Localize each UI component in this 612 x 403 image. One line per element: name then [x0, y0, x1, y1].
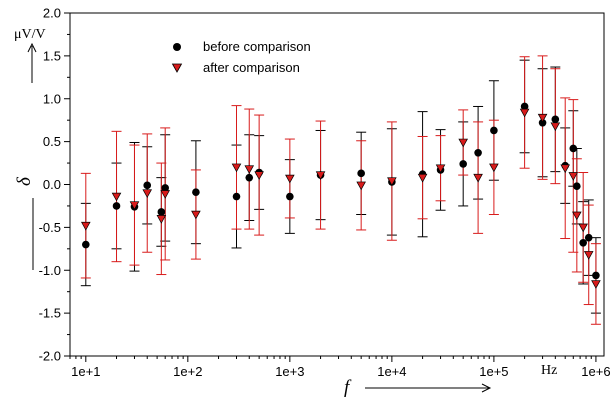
- data-point-after: [111, 192, 122, 202]
- data-point-before: [520, 102, 529, 111]
- data-point-after: [473, 173, 483, 183]
- data-point-after: [568, 172, 579, 181]
- data-point-before: [474, 148, 482, 157]
- y-tick-label: -1.5: [39, 306, 61, 321]
- data-point-before: [82, 240, 90, 249]
- data-point-before: [232, 192, 241, 201]
- data-point-after: [81, 221, 91, 231]
- y-axis-symbol: δ: [14, 176, 35, 186]
- data-point-after: [417, 173, 428, 183]
- x-tick-label: 1e+5: [479, 364, 508, 379]
- y-tick-label: 1.0: [43, 91, 61, 106]
- data-point-after: [285, 174, 295, 184]
- data-point-before: [112, 202, 121, 210]
- y-tick-label: 1.5: [43, 48, 61, 63]
- data-point-before: [579, 239, 587, 247]
- data-point-after: [435, 164, 446, 174]
- data-point-before: [573, 182, 581, 191]
- data-point-after: [458, 138, 468, 148]
- data-point-after: [231, 163, 242, 173]
- data-point-before: [569, 144, 578, 153]
- y-tick-label: 2.0: [43, 6, 61, 21]
- data-point-after: [244, 165, 255, 174]
- legend-label-after: after comparison: [203, 60, 300, 75]
- data-point-before: [551, 115, 560, 124]
- data-point-after: [572, 211, 582, 221]
- data-point-after: [191, 210, 201, 220]
- data-point-after: [537, 113, 548, 123]
- data-point-before: [143, 181, 152, 190]
- data-point-after: [160, 190, 170, 199]
- data-point-after: [156, 215, 167, 224]
- data-point-after: [550, 122, 561, 132]
- x-tick-label: 1e+4: [377, 364, 406, 379]
- legend-marker-before: [173, 43, 181, 51]
- x-tick-label: 1e+2: [173, 364, 202, 379]
- data-point-before: [538, 118, 547, 127]
- x-unit-label: Hz: [541, 363, 557, 378]
- data-point-after: [142, 189, 153, 198]
- data-point-after: [315, 171, 326, 180]
- data-point-after: [356, 181, 366, 191]
- legend-marker-after: [171, 63, 183, 73]
- x-arrow: [365, 383, 492, 393]
- data-point-after: [129, 201, 140, 211]
- data-point-after: [591, 280, 601, 289]
- data-point-before: [592, 271, 600, 280]
- data-point-before: [459, 160, 467, 168]
- data-point-before: [584, 233, 593, 242]
- data-point-before: [286, 192, 294, 201]
- data-point-after: [583, 251, 594, 260]
- x-tick-label: 1e+3: [275, 364, 304, 379]
- y-tick-label: 0.5: [43, 134, 61, 149]
- y-arrow: [27, 42, 37, 83]
- data-point-before: [245, 173, 254, 182]
- data-point-before: [357, 169, 365, 178]
- data-point-before: [157, 208, 166, 216]
- data-point-after: [254, 171, 264, 180]
- data-point-before: [161, 184, 169, 192]
- x-tick-label: 1e+1: [71, 364, 100, 379]
- y-tick-label: -2.0: [39, 349, 61, 364]
- y-tick-label: 0.0: [43, 177, 61, 192]
- legend-label-before: before comparison: [203, 39, 311, 54]
- y-tick-label: -0.5: [39, 220, 61, 235]
- y-tick-label: -1.0: [39, 263, 61, 278]
- plot-area: -2.0 -1.5 -1.0 -0.5 0.0 0.5 1.0 1.5 2.0 1e+1 1e+2 1…: [39, 6, 611, 380]
- data-point-after: [387, 177, 397, 186]
- data-point-after: [578, 223, 588, 233]
- data-point-before: [490, 126, 498, 135]
- y-unit-label: μV/V: [14, 27, 46, 42]
- data-point-after: [519, 108, 530, 118]
- data-point-after: [489, 163, 499, 173]
- data-point-after: [560, 164, 571, 174]
- x-tick-label: 1e+6: [581, 364, 610, 379]
- data-point-before: [192, 188, 200, 197]
- x-axis-symbol: f: [344, 377, 352, 398]
- legend: before comparison after comparison: [171, 39, 311, 75]
